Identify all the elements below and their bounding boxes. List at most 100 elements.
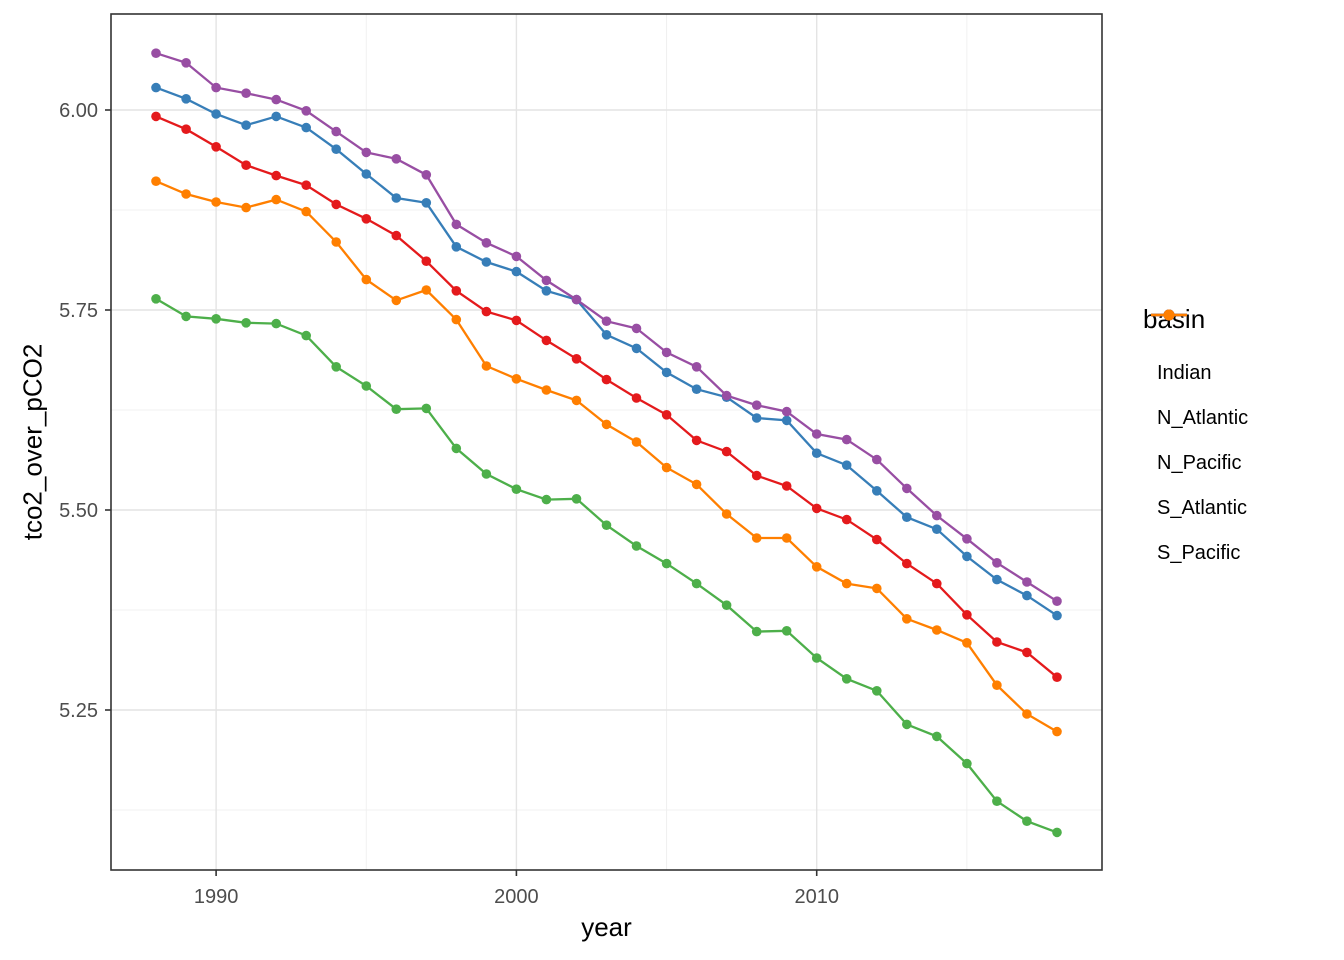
y-axis-title: tco2_over_pCO2	[17, 343, 48, 541]
data-point-N_Atlantic-1988	[151, 82, 161, 93]
data-point-N_Atlantic-1996	[391, 193, 402, 203]
x-axis-title: year	[581, 912, 632, 942]
data-point-Indian-1989	[181, 124, 191, 134]
data-point-Indian-2017	[1022, 647, 1032, 658]
data-point-N_Atlantic-2003	[601, 330, 612, 340]
data-point-Indian-2018	[1052, 672, 1062, 682]
data-point-S_Atlantic-1997	[421, 170, 432, 180]
data-point-S_Atlantic-1998	[451, 219, 462, 230]
data-point-N_Pacific-2011	[841, 674, 852, 684]
data-point-S_Atlantic-2015	[962, 534, 972, 544]
data-point-S_Pacific-1998	[451, 314, 462, 325]
data-point-S_Pacific-1991	[241, 202, 251, 213]
data-point-S_Atlantic-1990	[211, 82, 221, 93]
data-point-S_Pacific-1992	[271, 194, 282, 205]
data-point-Indian-1999	[481, 306, 492, 317]
data-point-S_Pacific-2007	[721, 509, 732, 519]
y-tick-label: 5.50	[59, 500, 98, 522]
data-point-S_Atlantic-2009	[781, 406, 792, 417]
data-point-N_Pacific-2013	[902, 719, 912, 730]
legend-item-S_Atlantic: S_Atlantic	[1143, 309, 1248, 531]
data-point-S_Pacific-1999	[481, 361, 492, 371]
data-point-S_Atlantic-2004	[631, 323, 642, 334]
data-point-Indian-2008	[751, 470, 762, 481]
data-point-N_Pacific-1996	[391, 404, 402, 415]
data-point-N_Pacific-1989	[181, 311, 191, 322]
data-point-S_Atlantic-1991	[241, 88, 251, 98]
data-point-Indian-2007	[721, 446, 732, 457]
data-point-N_Pacific-1998	[451, 443, 462, 454]
legend-label: Indian	[1157, 362, 1212, 384]
data-point-N_Atlantic-2004	[631, 343, 642, 354]
legend-label: N_Pacific	[1157, 452, 1242, 474]
data-point-N_Atlantic-2012	[872, 486, 882, 496]
data-point-Indian-2000	[511, 315, 522, 326]
data-point-S_Pacific-1988	[151, 176, 161, 186]
data-point-S_Pacific-1989	[181, 189, 191, 199]
data-point-S_Pacific-1995	[361, 274, 372, 285]
y-tick-label: 5.75	[59, 300, 98, 322]
data-point-N_Atlantic-1993	[301, 122, 312, 133]
data-point-S_Atlantic-2014	[932, 510, 942, 521]
data-point-Indian-1998	[451, 286, 462, 296]
data-point-S_Atlantic-1988	[151, 48, 161, 58]
data-point-N_Atlantic-2014	[932, 524, 942, 534]
data-point-S_Atlantic-2003	[601, 316, 612, 327]
data-point-S_Pacific-2011	[841, 578, 852, 589]
data-point-S_Atlantic-2017	[1022, 577, 1032, 587]
x-tick-label: 2000	[494, 886, 539, 908]
data-point-N_Pacific-1993	[301, 330, 312, 341]
data-point-N_Pacific-2001	[541, 494, 552, 505]
data-point-S_Atlantic-1989	[181, 58, 191, 68]
data-point-N_Atlantic-2015	[962, 551, 972, 562]
data-point-S_Pacific-2000	[511, 374, 522, 384]
data-point-N_Pacific-2014	[932, 731, 942, 742]
data-point-S_Atlantic-1992	[271, 94, 282, 105]
data-point-N_Pacific-2017	[1022, 816, 1032, 826]
legend-label: S_Pacific	[1157, 542, 1241, 564]
data-point-Indian-1988	[151, 111, 161, 122]
legend: basin Indian N_Atlantic N_Pacific S_Atlanti…	[1143, 304, 1248, 576]
data-point-N_Atlantic-2006	[691, 384, 702, 395]
data-point-N_Pacific-2008	[751, 626, 762, 637]
data-point-Indian-2016	[992, 637, 1002, 647]
data-point-N_Atlantic-2013	[902, 512, 912, 522]
data-point-N_Atlantic-2008	[751, 413, 762, 423]
data-point-S_Pacific-2008	[751, 533, 762, 543]
data-point-N_Atlantic-1998	[451, 242, 462, 252]
data-point-S_Pacific-2003	[601, 419, 612, 430]
data-point-S_Pacific-2015	[962, 638, 972, 648]
data-point-S_Atlantic-1993	[301, 106, 312, 116]
data-point-N_Pacific-1997	[421, 403, 432, 414]
data-point-S_Pacific-1997	[421, 285, 432, 295]
data-point-S_Atlantic-1996	[391, 154, 402, 164]
data-point-S_Pacific-2017	[1022, 709, 1032, 719]
data-point-S_Atlantic-2008	[751, 400, 762, 411]
data-point-N_Pacific-2003	[601, 520, 612, 530]
data-point-N_Atlantic-2010	[811, 448, 822, 459]
data-point-S_Pacific-2009	[781, 533, 792, 543]
data-point-S_Pacific-1994	[331, 237, 342, 247]
data-point-Indian-1995	[361, 214, 372, 224]
panel-background	[111, 14, 1102, 870]
legend-item-N_Atlantic: N_Atlantic	[1143, 309, 1249, 441]
data-point-S_Pacific-2012	[872, 583, 882, 594]
data-point-S_Atlantic-1994	[331, 126, 342, 137]
data-point-N_Atlantic-1994	[331, 144, 342, 154]
legend-item-S_Pacific: S_Pacific	[1143, 309, 1248, 576]
data-point-Indian-1990	[211, 142, 221, 152]
data-point-N_Atlantic-1999	[481, 257, 492, 267]
data-point-N_Pacific-1988	[151, 294, 161, 304]
data-point-N_Pacific-2005	[661, 558, 672, 569]
data-point-Indian-2009	[781, 481, 792, 491]
data-point-S_Atlantic-2010	[811, 429, 822, 439]
data-point-Indian-2010	[811, 503, 822, 514]
data-point-Indian-2014	[932, 578, 942, 589]
data-point-S_Pacific-2014	[932, 625, 942, 635]
legend-label: N_Atlantic	[1157, 407, 1249, 429]
data-point-S_Pacific-1993	[301, 206, 312, 217]
data-point-N_Pacific-1995	[361, 381, 372, 391]
data-point-N_Atlantic-2017	[1022, 590, 1032, 601]
data-point-S_Atlantic-1995	[361, 147, 372, 158]
data-point-S_Pacific-2005	[661, 462, 672, 473]
